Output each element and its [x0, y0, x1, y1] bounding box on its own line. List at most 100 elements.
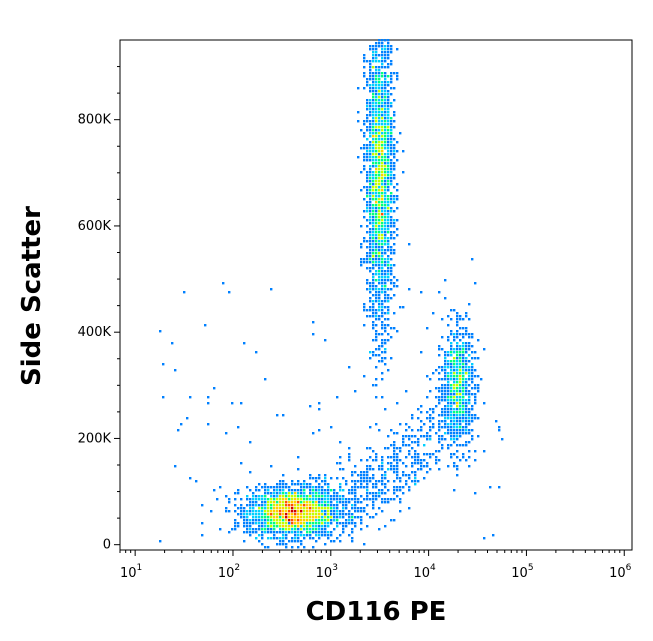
data-point — [297, 522, 300, 525]
data-point — [390, 129, 393, 132]
data-point — [309, 522, 312, 525]
data-point — [444, 390, 447, 393]
data-point — [453, 381, 456, 384]
data-point — [351, 531, 354, 534]
data-point — [426, 438, 429, 441]
data-point — [270, 522, 273, 525]
data-point — [369, 240, 372, 243]
data-point — [369, 231, 372, 234]
data-point — [441, 447, 444, 450]
data-point — [285, 522, 288, 525]
data-point — [498, 486, 501, 489]
data-point — [420, 462, 423, 465]
data-point — [459, 396, 462, 399]
data-point — [405, 429, 408, 432]
data-point — [387, 207, 390, 210]
data-point — [366, 171, 369, 174]
data-point — [396, 432, 399, 435]
data-point — [306, 531, 309, 534]
data-point — [396, 471, 399, 474]
data-point — [384, 96, 387, 99]
data-point — [393, 486, 396, 489]
data-point — [360, 246, 363, 249]
data-point — [450, 318, 453, 321]
data-point — [291, 522, 294, 525]
data-point — [378, 54, 381, 57]
data-point — [366, 483, 369, 486]
data-point — [366, 150, 369, 153]
data-point — [378, 174, 381, 177]
data-point — [375, 294, 378, 297]
data-point — [366, 156, 369, 159]
data-point — [411, 447, 414, 450]
data-point — [399, 477, 402, 480]
data-point — [384, 48, 387, 51]
data-point — [375, 201, 378, 204]
data-point — [390, 138, 393, 141]
data-point — [375, 45, 378, 48]
data-point — [375, 324, 378, 327]
data-point — [375, 240, 378, 243]
data-point — [363, 54, 366, 57]
data-point — [339, 483, 342, 486]
data-point — [366, 105, 369, 108]
data-point — [462, 408, 465, 411]
data-point — [378, 465, 381, 468]
data-point — [450, 453, 453, 456]
data-point — [372, 171, 375, 174]
data-point — [453, 339, 456, 342]
data-point — [369, 105, 372, 108]
data-point — [366, 267, 369, 270]
data-point — [276, 414, 279, 417]
data-point — [489, 486, 492, 489]
data-point — [393, 165, 396, 168]
data-point — [369, 270, 372, 273]
data-point — [330, 498, 333, 501]
data-point — [249, 504, 252, 507]
data-point — [369, 141, 372, 144]
data-point — [462, 453, 465, 456]
data-point — [429, 429, 432, 432]
data-point — [351, 516, 354, 519]
data-point — [315, 510, 318, 513]
data-point — [363, 543, 366, 546]
data-point — [225, 507, 228, 510]
data-point — [447, 360, 450, 363]
data-point — [297, 507, 300, 510]
data-point — [273, 537, 276, 540]
data-point — [375, 213, 378, 216]
data-point — [360, 477, 363, 480]
data-point — [372, 192, 375, 195]
data-point — [354, 522, 357, 525]
data-point — [462, 327, 465, 330]
data-point — [333, 540, 336, 543]
data-point — [327, 507, 330, 510]
data-point — [468, 399, 471, 402]
data-point — [396, 459, 399, 462]
data-point — [378, 39, 381, 42]
data-point — [369, 84, 372, 87]
data-point — [393, 489, 396, 492]
data-point — [471, 387, 474, 390]
data-point — [372, 237, 375, 240]
data-point — [261, 525, 264, 528]
data-point — [318, 516, 321, 519]
data-point — [462, 432, 465, 435]
data-point — [453, 363, 456, 366]
data-point — [303, 492, 306, 495]
data-point — [405, 456, 408, 459]
data-point — [393, 87, 396, 90]
data-point — [387, 210, 390, 213]
data-point — [465, 444, 468, 447]
data-point — [387, 75, 390, 78]
data-point — [420, 420, 423, 423]
data-point — [390, 102, 393, 105]
data-point — [381, 228, 384, 231]
data-point — [375, 54, 378, 57]
data-point — [468, 456, 471, 459]
data-point — [360, 243, 363, 246]
data-point — [387, 333, 390, 336]
data-point — [396, 207, 399, 210]
data-point — [369, 69, 372, 72]
data-point — [387, 312, 390, 315]
